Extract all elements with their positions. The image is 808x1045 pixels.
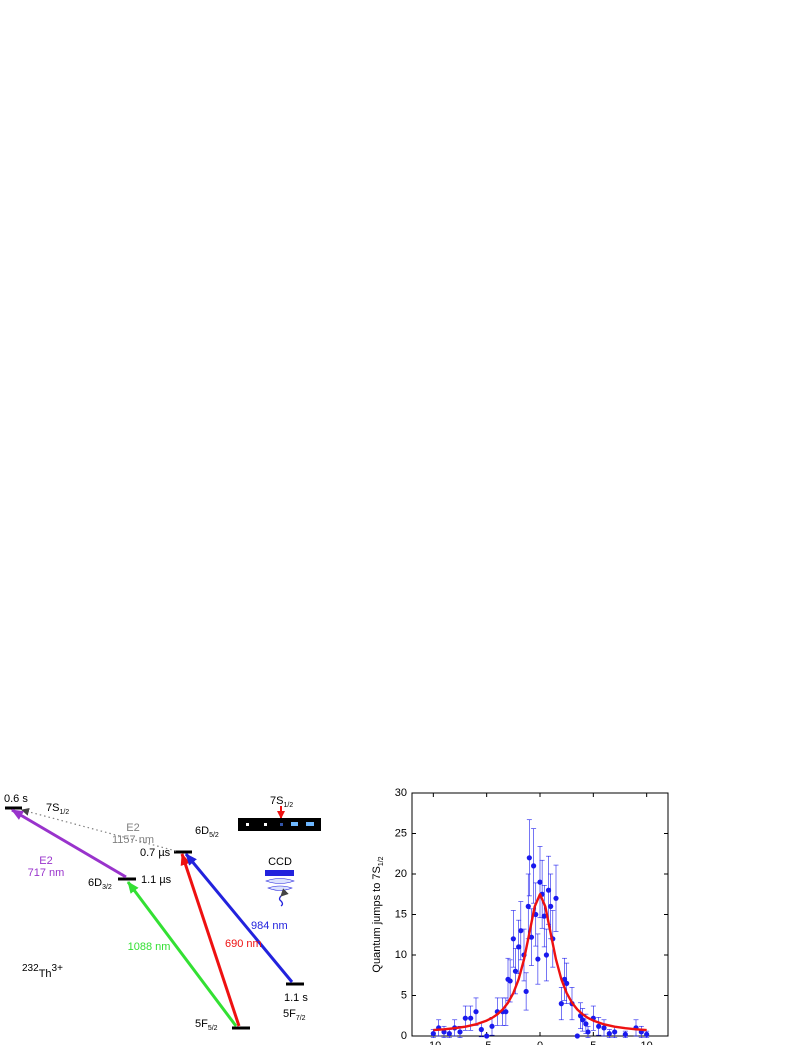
data-point [606,1030,612,1037]
transitions [11,807,294,1027]
lifetime: 1.1 µs [141,874,172,886]
lifetime: 1.1 s [284,992,308,1004]
data-point [545,887,552,893]
data-point [531,863,537,869]
label-part: Quantum jumps to 7S [371,866,383,972]
data-point [484,1033,490,1039]
data-point [473,1009,479,1015]
y-tick-label: 15 [395,909,407,921]
plot: -10-505100510152025307S1/2-6D3/2 detunin… [371,787,669,1045]
data-point [561,976,568,982]
y-tick-label: 25 [395,828,407,840]
data-point [583,1021,589,1027]
transition-arrow [11,808,127,879]
photon [278,888,289,907]
data-point [558,1001,564,1007]
ion [246,823,249,826]
data-point [580,1017,586,1023]
data-point [430,1030,436,1037]
data-point [510,936,516,942]
detector-label: CCD [268,856,292,868]
data-point [596,1023,602,1029]
levels [5,806,304,1030]
data-point [541,913,547,919]
data-point [526,855,532,861]
data-point [441,1029,447,1035]
inset-label: 7S1/2 [270,795,293,809]
data-point [543,952,550,958]
lifetime: 0.7 µs [140,847,171,859]
y-tick-label: 5 [401,990,407,1002]
transition-arrow [184,853,294,983]
y-axis-label: Quantum jumps to 7S1/2 [371,856,385,972]
transition-arrow [126,881,238,1027]
data-point [512,968,519,974]
y-tick-label: 10 [395,949,407,961]
data-point [585,1029,591,1035]
ion [306,822,314,826]
x-tick-label: 0 [537,1040,543,1045]
level-label: 5F7/2 [283,1008,306,1022]
data-point [468,1015,474,1021]
data-point [516,944,522,950]
data-point [564,980,570,986]
transition-label: 1088 nm [128,941,171,953]
data-point [518,928,524,934]
data-point [446,1030,452,1037]
lifetime: 0.6 s [4,793,28,805]
ion [280,823,283,826]
transition-labels: E2 1157 nm E2 717 nm 1088 nm 690 nm 984 … [28,822,288,953]
data-point [622,1031,628,1037]
element-label: 232Th3+ [22,963,63,980]
transition-label: E2 [39,855,52,867]
ion-crystal [238,818,321,831]
transition-label: 984 nm [251,920,288,932]
data-point [553,895,559,901]
transition-label: 690 nm [225,938,262,950]
y-tick-label: 20 [395,868,407,880]
lens [265,878,295,891]
ion [291,822,298,826]
ion [264,823,267,826]
x-tick-label: -5 [482,1040,492,1045]
y-tick-label: 0 [401,1030,407,1042]
fit-line [433,893,647,1032]
level-label: 6D5/2 [195,825,219,839]
data-point [525,903,531,910]
level-label: 6D3/2 [88,877,112,891]
data-point [528,934,535,940]
y-tick-label: 30 [395,787,407,799]
inset: 7S1/2 CCD [238,795,321,907]
transition-label: E2 [126,822,139,834]
level-label: 7S1/2 [46,802,69,816]
x-tick-label: 5 [590,1040,596,1045]
ccd [265,870,294,876]
data-point [503,1009,509,1015]
transition-label: 1157 nm [112,834,154,846]
data-point [489,1023,495,1029]
transition-arrow [180,853,241,1027]
level-label: 5F5/2 [195,1018,218,1032]
transition-label: 717 nm [28,867,65,879]
x-tick-label: -10 [425,1040,441,1045]
data-point [644,1031,650,1037]
data-point [457,1029,463,1035]
label-part: 1/2 [378,856,385,866]
data-point [612,1029,618,1035]
data-point [574,1033,580,1039]
data-point [478,1026,484,1033]
data-point [507,978,513,984]
data-point [548,903,554,910]
data-point [537,879,543,885]
x-tick-label: 10 [641,1040,653,1045]
data-point [462,1015,468,1021]
data-point [523,988,529,995]
data-point [535,956,541,962]
data-point [601,1025,607,1031]
